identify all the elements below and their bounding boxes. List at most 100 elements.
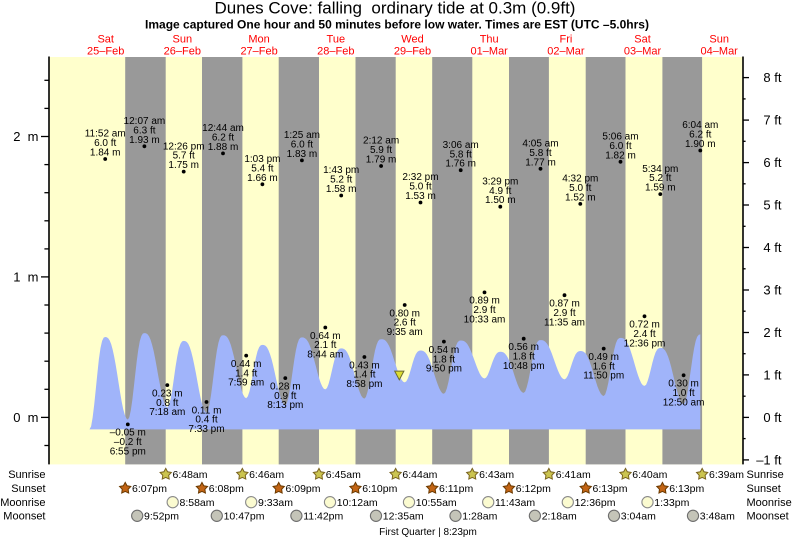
svg-text:7:18 am: 7:18 am — [149, 407, 185, 418]
svg-text:0.44 m: 0.44 m — [231, 359, 262, 370]
svg-text:1.59 m: 1.59 m — [645, 183, 676, 194]
svg-text:6.0 ft: 6.0 ft — [291, 140, 313, 151]
svg-text:Moonrise: Moonrise — [0, 497, 45, 509]
svg-text:6.0 ft: 6.0 ft — [94, 138, 116, 149]
svg-text:2.6 ft: 2.6 ft — [394, 318, 416, 329]
svg-text:1.83 m: 1.83 m — [287, 149, 318, 160]
svg-text:6:43am: 6:43am — [479, 469, 514, 481]
svg-text:6:11pm: 6:11pm — [439, 483, 473, 495]
svg-text:3:04am: 3:04am — [621, 511, 656, 523]
svg-text:9:35 am: 9:35 am — [387, 327, 423, 338]
svg-text:7 ft: 7 ft — [763, 113, 781, 128]
svg-text:6 ft: 6 ft — [763, 155, 781, 170]
svg-text:0.80 m: 0.80 m — [389, 308, 420, 319]
svg-text:5 ft: 5 ft — [763, 198, 781, 213]
svg-text:6:10pm: 6:10pm — [362, 483, 397, 495]
svg-text:1.88 m: 1.88 m — [208, 142, 239, 153]
svg-text:5.0 ft: 5.0 ft — [569, 183, 591, 194]
svg-text:0.64 m: 0.64 m — [310, 331, 341, 342]
svg-text:01–Mar: 01–Mar — [471, 45, 509, 57]
svg-text:4:32 pm: 4:32 pm — [562, 174, 598, 185]
svg-text:Thu: Thu — [480, 33, 499, 45]
svg-text:0.4 ft: 0.4 ft — [195, 415, 217, 426]
svg-text:8:58 pm: 8:58 pm — [346, 379, 382, 390]
svg-text:6:07pm: 6:07pm — [132, 483, 167, 495]
svg-text:1:28am: 1:28am — [462, 511, 497, 523]
svg-text:1.8 ft: 1.8 ft — [513, 351, 535, 362]
svg-text:9:33am: 9:33am — [258, 497, 293, 509]
svg-text:4 ft: 4 ft — [763, 240, 781, 255]
svg-text:Image captured One hour and 50: Image captured One hour and 50 minutes b… — [145, 18, 649, 32]
svg-text:7:59 am: 7:59 am — [228, 378, 264, 389]
svg-text:5.2 ft: 5.2 ft — [649, 173, 671, 184]
svg-text:Moonset: Moonset — [3, 511, 45, 523]
svg-text:–0.05 m: –0.05 m — [110, 428, 146, 439]
svg-text:6:48am: 6:48am — [173, 469, 208, 481]
svg-text:3 ft: 3 ft — [763, 283, 781, 298]
svg-text:7:33 pm: 7:33 pm — [188, 424, 224, 435]
svg-text:0.56 m: 0.56 m — [508, 342, 539, 353]
svg-text:03–Mar: 03–Mar — [624, 45, 662, 57]
svg-text:0 ft: 0 ft — [763, 410, 781, 425]
svg-text:6.2 ft: 6.2 ft — [689, 130, 711, 141]
svg-text:1.0 ft: 1.0 ft — [672, 388, 694, 399]
svg-text:10:12am: 10:12am — [337, 497, 378, 509]
svg-text:1.77 m: 1.77 m — [525, 157, 556, 168]
svg-text:Sunrise: Sunrise — [747, 469, 784, 481]
svg-text:11:50 pm: 11:50 pm — [583, 371, 624, 382]
svg-text:8 ft: 8 ft — [763, 70, 781, 85]
svg-text:Sunrise: Sunrise — [8, 469, 45, 481]
svg-text:5.7 ft: 5.7 ft — [173, 151, 195, 162]
svg-text:11:43am: 11:43am — [495, 497, 535, 509]
svg-text:10:55am: 10:55am — [416, 497, 457, 509]
svg-text:2.4 ft: 2.4 ft — [633, 329, 655, 340]
svg-text:1.52 m: 1.52 m — [565, 192, 596, 203]
svg-text:1:33pm: 1:33pm — [654, 497, 689, 509]
svg-text:28–Feb: 28–Feb — [317, 45, 354, 57]
svg-text:5:06 am: 5:06 am — [602, 132, 638, 143]
svg-text:0.8 ft: 0.8 ft — [156, 398, 178, 409]
svg-text:8:58am: 8:58am — [180, 497, 215, 509]
svg-text:12:35am: 12:35am — [383, 511, 424, 523]
svg-text:5.4 ft: 5.4 ft — [251, 163, 273, 174]
svg-text:6:13pm: 6:13pm — [593, 483, 628, 495]
svg-text:6:13pm: 6:13pm — [669, 483, 704, 495]
svg-text:11:42pm: 11:42pm — [303, 511, 343, 523]
svg-text:Sunset: Sunset — [747, 483, 781, 495]
svg-text:12:44 am: 12:44 am — [202, 123, 244, 134]
svg-text:Moonrise: Moonrise — [747, 497, 792, 509]
svg-text:3:29 pm: 3:29 pm — [482, 176, 518, 187]
svg-text:1.93 m: 1.93 m — [129, 135, 160, 146]
svg-text:5.2 ft: 5.2 ft — [330, 175, 352, 186]
svg-text:6:08pm: 6:08pm — [209, 483, 244, 495]
svg-text:9:52pm: 9:52pm — [144, 511, 179, 523]
svg-text:0.72 m: 0.72 m — [629, 320, 660, 331]
svg-text:2:18am: 2:18am — [542, 511, 577, 523]
svg-text:0.89 m: 0.89 m — [469, 296, 500, 307]
svg-text:29–Feb: 29–Feb — [394, 45, 431, 57]
svg-text:0.87 m: 0.87 m — [549, 299, 580, 310]
svg-text:6.0 ft: 6.0 ft — [609, 141, 631, 152]
svg-text:04–Mar: 04–Mar — [701, 45, 739, 57]
svg-text:–1 ft: –1 ft — [756, 452, 782, 467]
svg-text:1.76 m: 1.76 m — [445, 159, 476, 170]
svg-text:2.9 ft: 2.9 ft — [473, 305, 495, 316]
svg-text:Tue: Tue — [327, 33, 346, 45]
svg-text:1.75 m: 1.75 m — [168, 160, 199, 171]
svg-text:5.9 ft: 5.9 ft — [370, 145, 392, 156]
svg-text:Sun: Sun — [173, 33, 193, 45]
svg-text:6:46am: 6:46am — [249, 469, 284, 481]
svg-text:25–Feb: 25–Feb — [87, 45, 124, 57]
svg-text:1.58 m: 1.58 m — [326, 184, 357, 195]
svg-text:6.3 ft: 6.3 ft — [133, 125, 155, 136]
svg-text:1:03 pm: 1:03 pm — [244, 154, 280, 165]
svg-text:2 ft: 2 ft — [763, 325, 781, 340]
svg-text:6:12pm: 6:12pm — [516, 483, 551, 495]
svg-text:2 m: 2 m — [13, 129, 38, 144]
svg-text:0.9 ft: 0.9 ft — [274, 391, 296, 402]
svg-text:First Quarter | 8:23pm: First Quarter | 8:23pm — [379, 527, 477, 538]
svg-text:6:45am: 6:45am — [326, 469, 361, 481]
svg-text:5.0 ft: 5.0 ft — [409, 182, 431, 193]
svg-text:12:26 pm: 12:26 pm — [163, 141, 205, 152]
svg-text:1.79 m: 1.79 m — [366, 155, 397, 166]
